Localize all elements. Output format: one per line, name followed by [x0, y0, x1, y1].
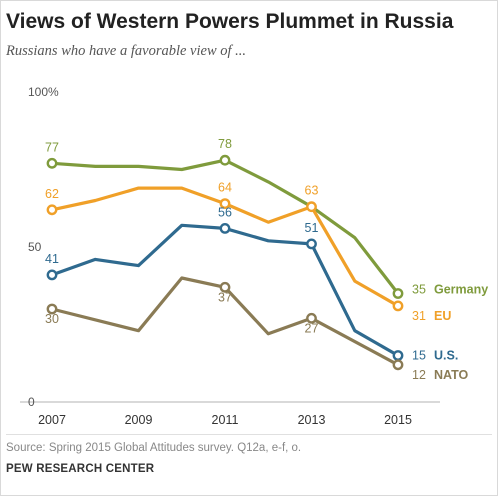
organization-credit: PEW RESEARCH CENTER: [6, 463, 155, 475]
series-name-label-germany: Germany: [434, 283, 488, 297]
data-label-germany: 78: [218, 137, 232, 151]
data-point-eu: [219, 198, 231, 210]
data-point-nato: [219, 281, 231, 293]
x-tick-label: 2013: [298, 413, 326, 427]
x-tick-label: 2007: [38, 413, 66, 427]
series-name-label-us: U.S.: [434, 349, 458, 363]
footer-divider: [6, 434, 492, 435]
series-name-label-eu: EU: [434, 309, 451, 323]
data-label-eu: 63: [305, 184, 319, 198]
data-point-us: [392, 350, 404, 361]
data-label-us: 15: [412, 349, 426, 363]
source-note: Source: Spring 2015 Global Attitudes sur…: [6, 442, 302, 454]
chart-subtitle: Russians who have a favorable view of ..…: [6, 43, 247, 59]
y-tick-label: 50: [28, 240, 42, 254]
data-point-eu: [46, 204, 58, 216]
data-label-nato: 30: [45, 312, 59, 326]
data-point-us: [219, 222, 231, 234]
y-tick-label: 0: [28, 395, 35, 409]
x-tick-label: 2011: [212, 413, 239, 427]
data-point-eu: [306, 201, 317, 213]
data-label-nato: 27: [305, 321, 319, 335]
x-tick-label: 2009: [125, 413, 153, 427]
data-point-nato: [306, 312, 317, 324]
data-point-us: [306, 238, 317, 250]
data-label-eu: 31: [412, 309, 426, 323]
data-label-eu: 62: [45, 187, 59, 201]
data-label-us: 41: [45, 252, 59, 266]
x-tick-label: 2015: [384, 413, 412, 427]
chart-title: Views of Western Powers Plummet in Russi…: [6, 10, 454, 33]
data-point-germany: [46, 157, 58, 169]
data-point-nato: [46, 303, 58, 315]
series-name-label-nato: NATO: [434, 368, 469, 382]
data-label-nato: 37: [218, 290, 232, 304]
data-label-us: 56: [218, 205, 232, 219]
data-label-germany: 35: [412, 283, 426, 297]
data-point-eu: [392, 300, 404, 312]
data-label-nato: 12: [412, 368, 426, 382]
data-label-us: 51: [305, 221, 319, 235]
data-point-us: [46, 269, 58, 281]
data-label-germany: 77: [45, 140, 59, 154]
y-tick-label: 100%: [28, 85, 59, 99]
data-point-nato: [392, 359, 404, 371]
data-point-germany: [219, 154, 231, 166]
data-point-germany: [392, 288, 404, 299]
data-label-eu: 64: [218, 181, 232, 195]
